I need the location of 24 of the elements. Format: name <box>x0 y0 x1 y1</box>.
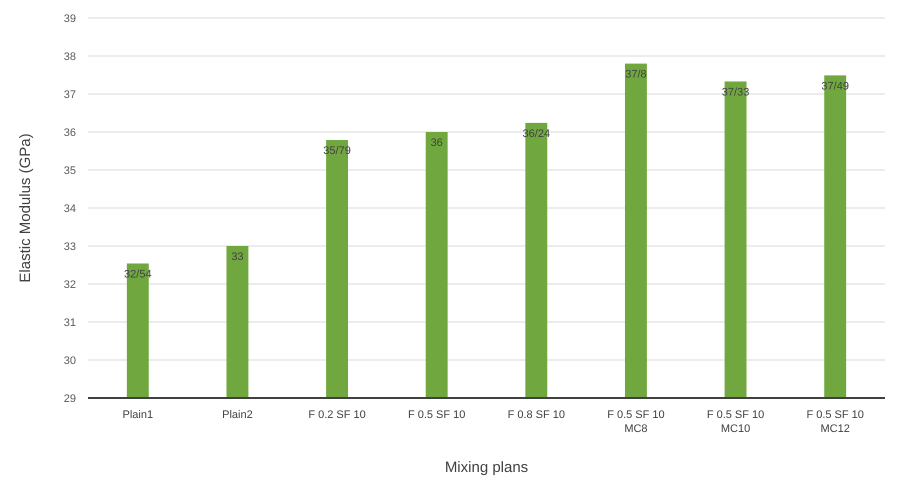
x-tick-label: F 0.5 SF 10 MC12 <box>806 409 864 435</box>
x-tick-label: F 0.8 SF 10 <box>508 409 566 421</box>
y-tick-label: 39 <box>64 12 76 25</box>
data-label: 33 <box>231 251 244 263</box>
y-axis-title: Elastic Modulus (GPa) <box>17 133 34 283</box>
x-tick-label: F 0.5 SF 10 <box>408 409 466 421</box>
y-tick-label: 33 <box>64 240 76 253</box>
x-tick-label: Plain1 <box>122 409 154 421</box>
x-tick-label: F 0.5 SF 10 MC8 <box>607 409 665 435</box>
x-tick-label: Plain2 <box>222 409 253 421</box>
data-label: 37/8 <box>625 68 647 81</box>
y-tick-label: 36 <box>64 126 76 139</box>
y-tick-label: 31 <box>64 316 76 329</box>
x-tick-label: F 0.5 SF 10 MC10 <box>706 409 764 435</box>
y-tick-label: 32 <box>64 278 76 291</box>
data-label: 36 <box>430 137 443 149</box>
y-tick-label: 30 <box>64 354 76 367</box>
y-tick-label: 37 <box>64 88 76 101</box>
y-tick-label: 35 <box>64 164 76 177</box>
y-tick-label: 38 <box>64 50 76 63</box>
x-axis-title: Mixing plans <box>444 459 528 476</box>
y-tick-label: 29 <box>64 392 76 405</box>
x-tick-label: F 0.2 SF 10 <box>308 409 366 421</box>
y-tick-label: 34 <box>64 202 76 215</box>
